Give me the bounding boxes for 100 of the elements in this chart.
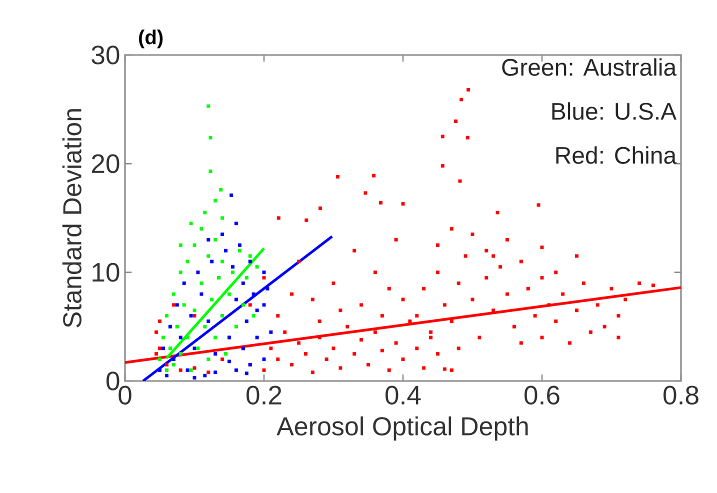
point xyxy=(214,352,218,356)
y-axis-title: Standard Deviation xyxy=(62,109,82,328)
point xyxy=(196,346,200,350)
x-tick-label: 0.8 xyxy=(664,386,698,405)
point xyxy=(234,222,238,226)
point xyxy=(248,260,252,264)
point xyxy=(172,362,176,366)
point xyxy=(164,314,168,318)
point xyxy=(182,303,186,307)
point xyxy=(244,372,248,376)
point xyxy=(192,376,196,380)
point xyxy=(192,308,196,312)
point xyxy=(203,210,207,214)
x-axis-title: Aerosol Optical Depth xyxy=(276,416,528,441)
annotation: Blue: U.S.A xyxy=(552,102,677,120)
point xyxy=(230,265,234,269)
point xyxy=(252,314,256,318)
point xyxy=(200,281,204,285)
point xyxy=(220,232,224,236)
point xyxy=(189,222,193,226)
point xyxy=(228,292,231,296)
point xyxy=(196,270,200,274)
point xyxy=(192,243,196,247)
y-tick-label: 10 xyxy=(92,262,120,282)
point xyxy=(175,303,179,307)
point xyxy=(262,270,266,274)
point xyxy=(208,170,212,174)
point xyxy=(178,243,182,247)
y-tick-label: 0 xyxy=(106,372,120,390)
point xyxy=(224,248,228,252)
x-tick-label: 0.2 xyxy=(246,386,282,405)
point xyxy=(200,292,204,296)
point xyxy=(161,346,165,350)
point xyxy=(206,104,210,108)
point xyxy=(182,281,186,285)
annotation: Red: China xyxy=(556,146,677,164)
annotation: Green: Australia xyxy=(502,58,677,76)
point xyxy=(186,260,190,264)
point xyxy=(210,298,214,302)
point xyxy=(210,260,214,264)
point xyxy=(206,254,210,258)
point xyxy=(255,265,259,269)
point xyxy=(255,308,259,312)
point xyxy=(172,358,176,361)
x-tick-label: 0 xyxy=(118,386,132,405)
point xyxy=(206,319,210,323)
point xyxy=(164,374,168,378)
point xyxy=(158,368,162,372)
point xyxy=(234,324,238,328)
point xyxy=(214,370,218,374)
point xyxy=(214,336,218,340)
point xyxy=(186,336,190,340)
point xyxy=(200,227,204,231)
point xyxy=(172,292,176,296)
point xyxy=(255,336,259,340)
point xyxy=(234,298,238,302)
point xyxy=(244,276,248,280)
point xyxy=(220,260,224,264)
point xyxy=(269,330,273,334)
point xyxy=(203,374,207,378)
chart-title: (d) xyxy=(139,30,163,48)
point xyxy=(168,346,172,350)
point xyxy=(178,336,182,340)
point xyxy=(241,303,245,307)
x-tick-label: 0.4 xyxy=(386,386,421,405)
point xyxy=(266,286,270,290)
point xyxy=(178,270,182,274)
point xyxy=(248,254,252,258)
point xyxy=(228,360,231,364)
point xyxy=(238,243,242,247)
point xyxy=(164,368,168,372)
point xyxy=(203,324,207,328)
point xyxy=(206,358,210,361)
point xyxy=(158,358,162,361)
point xyxy=(224,352,228,356)
point xyxy=(219,188,223,192)
point xyxy=(241,281,245,285)
point xyxy=(230,270,234,274)
y-tick-label: 20 xyxy=(92,154,120,174)
point xyxy=(230,193,234,197)
point xyxy=(262,303,266,307)
point xyxy=(214,198,218,202)
point xyxy=(206,238,210,242)
point xyxy=(178,352,182,356)
point xyxy=(189,314,193,318)
point xyxy=(208,136,212,140)
point xyxy=(244,319,248,323)
point xyxy=(262,358,266,361)
point xyxy=(220,216,224,220)
x-tick-label: 0.6 xyxy=(524,386,560,405)
point xyxy=(175,324,179,328)
point xyxy=(252,292,256,296)
point xyxy=(168,324,172,328)
point xyxy=(189,368,193,372)
point xyxy=(214,238,218,242)
y-tick-label: 30 xyxy=(92,46,120,64)
point xyxy=(161,336,165,340)
point xyxy=(192,346,196,350)
point xyxy=(234,368,238,372)
point xyxy=(238,248,242,252)
